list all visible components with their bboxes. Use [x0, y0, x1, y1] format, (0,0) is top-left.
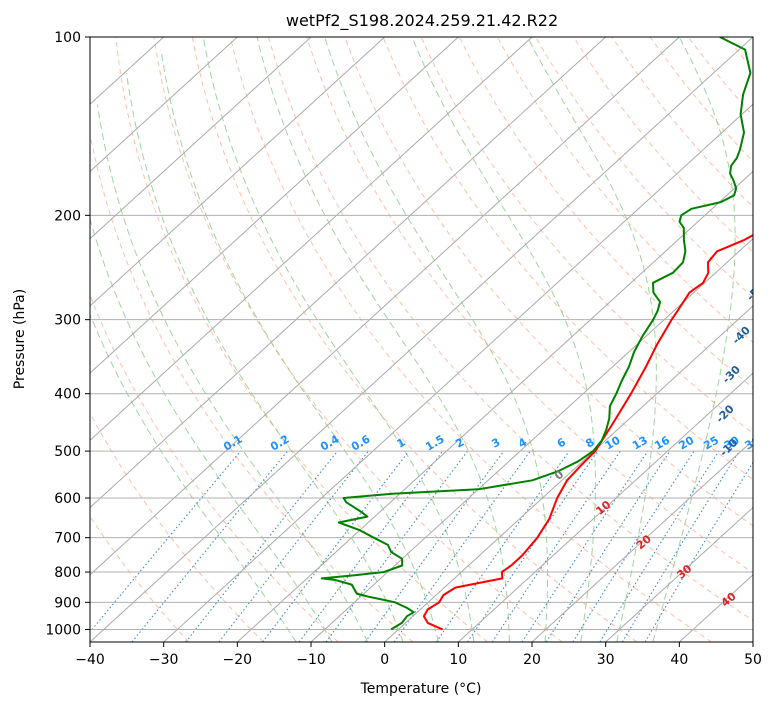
isotherms: [90, 37, 753, 642]
x-tick-label: −40: [75, 652, 105, 668]
y-tick-label: 100: [54, 30, 81, 46]
mixing-ratio-line: [364, 450, 505, 642]
y-tick-label: 400: [54, 387, 81, 403]
moist-adiabat-line: [652, 37, 736, 642]
dry-adiabat-line: [458, 37, 753, 389]
isotherm-line: [236, 170, 753, 642]
dry-adiabat-line: [153, 37, 563, 642]
x-tick-label: 10: [449, 652, 467, 668]
moist-adiabat-line: [97, 104, 369, 642]
x-tick-label: −10: [296, 652, 326, 668]
profile-lines: [320, 37, 753, 631]
mixing-ratio-line: [325, 450, 468, 642]
y-tick-label: 600: [54, 491, 81, 507]
x-tick-label: −20: [223, 652, 253, 668]
x-tick-label: −30: [149, 652, 179, 668]
y-axis-label: Pressure (hPa): [12, 289, 28, 389]
isotherm-line: [90, 37, 533, 442]
moist-adiabat-line: [90, 217, 333, 642]
y-axis-ticks: 100 200 300 400 500 600 700 800 900 1000: [45, 30, 90, 638]
dry-adiabat-line: [306, 37, 753, 574]
x-tick-label: 50: [744, 652, 762, 668]
dry-adiabat-line: [90, 412, 264, 642]
isotherm-line: [384, 305, 753, 642]
y-tick-label: 500: [54, 444, 81, 460]
moist-adiabat-line: [411, 37, 596, 642]
x-tick-label: 40: [670, 652, 688, 668]
temperature-line: [422, 234, 753, 631]
mixing-ratio-line: [298, 450, 444, 642]
dry-adiabat-line: [268, 37, 753, 622]
y-tick-label: 300: [54, 313, 81, 329]
isotherm-line: [90, 37, 680, 576]
pressure-gridlines: [90, 37, 753, 630]
dry-adiabat-line: [90, 293, 339, 642]
mixing-ratio-line: [491, 450, 621, 642]
mixing-ratio-line: [262, 450, 410, 642]
y-tick-label: 700: [54, 531, 81, 547]
mixing-ratio-line: [435, 450, 570, 642]
x-tick-label: 0: [380, 652, 389, 668]
isotherm-line: [310, 237, 753, 642]
dry-adiabat-label: -50: [744, 280, 767, 303]
dry-adiabat-line: [191, 37, 638, 642]
x-axis-label: Temperature (°C): [360, 681, 482, 697]
chart-title: wetPf2_S198.2024.259.21.42.R22: [286, 11, 558, 31]
isotherm-line: [90, 37, 386, 307]
dry-adiabats: [90, 37, 753, 642]
y-tick-label: 1000: [45, 622, 81, 638]
mixing-ratio-line: [621, 450, 740, 642]
isotherm-line: [605, 506, 753, 642]
isotherm-line: [457, 372, 753, 642]
y-tick-label: 800: [54, 565, 81, 581]
moist-adiabat-line: [324, 37, 549, 642]
mixing-ratio-line: [572, 450, 695, 642]
mixing-ratio-line: [90, 450, 242, 633]
mixing-ratio-line: [131, 450, 289, 642]
dry-adiabat-line: [115, 37, 488, 642]
isotherm-line: [90, 37, 753, 642]
dry-adiabat-line: [496, 37, 753, 344]
x-tick-label: 20: [523, 652, 541, 668]
mixing-ratio-line: [545, 450, 671, 642]
y-tick-label: 200: [54, 208, 81, 224]
x-tick-label: 30: [597, 652, 615, 668]
dry-adiabat-line: [90, 515, 190, 642]
isotherm-line: [531, 439, 753, 642]
mixing-ratio-label: 36: [742, 433, 762, 452]
mixing-ratio-line: [521, 450, 649, 642]
mixing-ratio-line: [185, 450, 339, 642]
moist-adiabat-line: [202, 37, 475, 642]
y-tick-label: 900: [54, 595, 81, 611]
mixing-ratio-line: [467, 450, 599, 642]
isotherm-line: [90, 37, 607, 509]
dewpoint-line: [320, 37, 752, 631]
moist-adiabat-line: [256, 37, 510, 642]
isotherm-line: [90, 37, 312, 240]
isotherm-line: [163, 103, 753, 642]
moist-adiabat-line: [160, 49, 439, 642]
plot-frame: [89, 36, 754, 643]
moist-adiabats: [90, 37, 736, 642]
isotherm-line: [90, 37, 238, 173]
x-axis-ticks: −40 −30 −20 −10 0 10 20 30 40 50: [75, 642, 762, 668]
isotherm-line: [90, 37, 459, 374]
